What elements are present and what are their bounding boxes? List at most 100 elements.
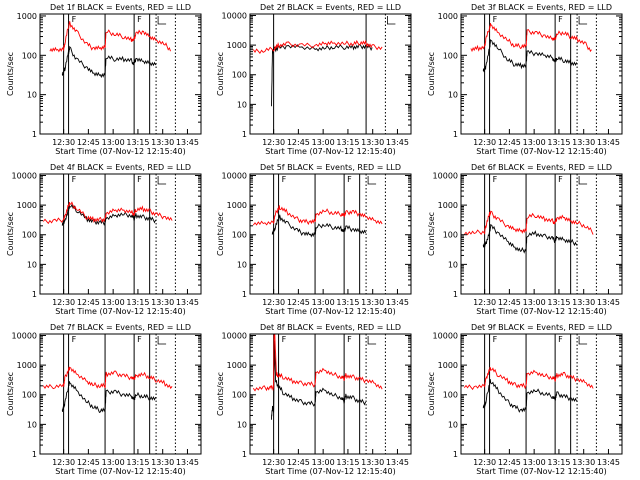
flag-label: F [72, 15, 77, 24]
flag-label: F [347, 175, 352, 184]
y-tick-label: 1000 [438, 201, 458, 210]
series-lld-line [470, 23, 592, 53]
flag-label: F [558, 335, 563, 344]
panel-title: Det 7f BLACK = Events, RED = LLD [50, 323, 191, 332]
x-tick-label: 12:45 [77, 298, 100, 307]
series-lld-line [252, 334, 383, 392]
x-axis-label: Start Time (07-Nov-12 12:15:40) [55, 147, 185, 156]
bracket-mark [157, 176, 167, 185]
flag-label: F [282, 335, 287, 344]
y-tick-label: 1000 [17, 361, 37, 370]
x-tick-label: 13:15 [126, 298, 149, 307]
y-tick-label: 100 [22, 51, 37, 60]
plot-frame [460, 13, 623, 135]
x-tick-label: 13:30 [572, 138, 595, 147]
y-tick-label: 1 [32, 450, 37, 459]
detector-panel: Det 2f BLACK = Events, RED = LLD 1 10 100 10… [216, 3, 412, 156]
x-tick-label: 13:45 [176, 458, 199, 467]
x-tick-label: 12:30 [52, 458, 75, 467]
flag-label: F [493, 15, 498, 24]
flag-label: F [558, 175, 563, 184]
series-events-line [61, 203, 157, 226]
series-events-line [482, 223, 578, 254]
series-events-line [61, 381, 157, 414]
x-tick-label: 13:00 [523, 298, 546, 307]
y-tick-label: 1 [32, 130, 37, 139]
x-tick-label: 13:30 [361, 458, 384, 467]
y-tick-label: 100 [232, 71, 247, 80]
y-tick-label: 1000 [17, 201, 37, 210]
plot-frame [460, 333, 623, 455]
flag-label: F [493, 175, 498, 184]
x-tick-label: 12:30 [262, 298, 285, 307]
panel-title: Det 3f BLACK = Events, RED = LLD [471, 3, 612, 12]
flag-label: F [137, 335, 142, 344]
x-tick-label: 13:45 [386, 138, 409, 147]
panel-title: Det 1f BLACK = Events, RED = LLD [50, 3, 191, 12]
x-tick-label: 12:45 [498, 298, 521, 307]
x-tick-label: 13:45 [176, 298, 199, 307]
plot-frame [460, 173, 623, 295]
y-tick-label: 1 [453, 450, 458, 459]
flag-label: F [72, 175, 77, 184]
y-tick-label: 1000 [227, 201, 247, 210]
detector-panel: Det 9f BLACK = Events, RED = LLD F F 1 10 100… [427, 323, 623, 476]
x-tick-label: 12:45 [498, 458, 521, 467]
y-axis-label: Counts/sec [427, 372, 436, 416]
y-tick-label: 100 [22, 231, 37, 240]
y-tick-label: 1000 [227, 361, 247, 370]
y-axis-label: Counts/sec [427, 212, 436, 256]
series-lld-line [42, 366, 173, 390]
x-axis-label: Start Time (07-Nov-12 12:15:40) [265, 307, 395, 316]
x-tick-label: 13:15 [126, 458, 149, 467]
x-tick-label: 13:45 [597, 298, 620, 307]
x-tick-label: 12:30 [52, 298, 75, 307]
x-axis-label: Start Time (07-Nov-12 12:15:40) [476, 467, 606, 476]
bracket-mark [578, 16, 588, 25]
flag-label: F [493, 335, 498, 344]
detector-panel: Det 3f BLACK = Events, RED = LLD F F 1 10 100… [427, 3, 623, 156]
y-tick-label: 1 [453, 130, 458, 139]
y-axis-label: Counts/sec [6, 372, 15, 416]
y-tick-label: 1000 [227, 41, 247, 50]
series-lld-line [42, 201, 173, 225]
x-tick-label: 13:00 [102, 458, 125, 467]
plot-frame [39, 333, 202, 455]
plot-frame [249, 173, 412, 295]
y-tick-label: 1 [453, 290, 458, 299]
plot-frame [39, 173, 202, 295]
x-tick-label: 13:15 [336, 138, 359, 147]
x-tick-label: 13:15 [336, 458, 359, 467]
x-tick-label: 13:15 [126, 138, 149, 147]
y-tick-label: 10000 [222, 11, 247, 20]
y-tick-label: 10000 [433, 171, 458, 180]
y-tick-label: 10 [237, 260, 247, 269]
x-tick-label: 12:45 [498, 138, 521, 147]
series-lld-line [463, 366, 594, 391]
x-tick-label: 13:00 [523, 138, 546, 147]
flag-label: F [347, 335, 352, 344]
x-tick-label: 13:45 [597, 458, 620, 467]
x-tick-label: 13:30 [361, 298, 384, 307]
plot-frame [249, 333, 412, 455]
panel-title: Det 2f BLACK = Events, RED = LLD [260, 3, 401, 12]
detector-panel: Det 7f BLACK = Events, RED = LLD F F 1 10 100… [6, 323, 202, 476]
x-tick-label: 12:30 [473, 138, 496, 147]
y-axis-label: Counts/sec [6, 52, 15, 96]
y-tick-label: 10 [237, 100, 247, 109]
x-axis-label: Start Time (07-Nov-12 12:15:40) [265, 147, 395, 156]
x-tick-label: 12:30 [52, 138, 75, 147]
y-tick-label: 1000 [17, 12, 37, 21]
y-tick-label: 1000 [438, 12, 458, 21]
bracket-mark [367, 176, 377, 185]
x-tick-label: 12:45 [287, 138, 310, 147]
x-tick-label: 13:45 [176, 138, 199, 147]
x-tick-label: 12:45 [287, 458, 310, 467]
series-events-line [271, 340, 367, 420]
series-events-line [271, 214, 367, 238]
panel-title: Det 4f BLACK = Events, RED = LLD [50, 163, 191, 172]
detector-panel: Det 1f BLACK = Events, RED = LLD F F 1 10 100… [6, 3, 202, 156]
y-tick-label: 10 [27, 91, 37, 100]
detector-panel: Det 4f BLACK = Events, RED = LLD F F 1 10 100… [6, 163, 202, 316]
